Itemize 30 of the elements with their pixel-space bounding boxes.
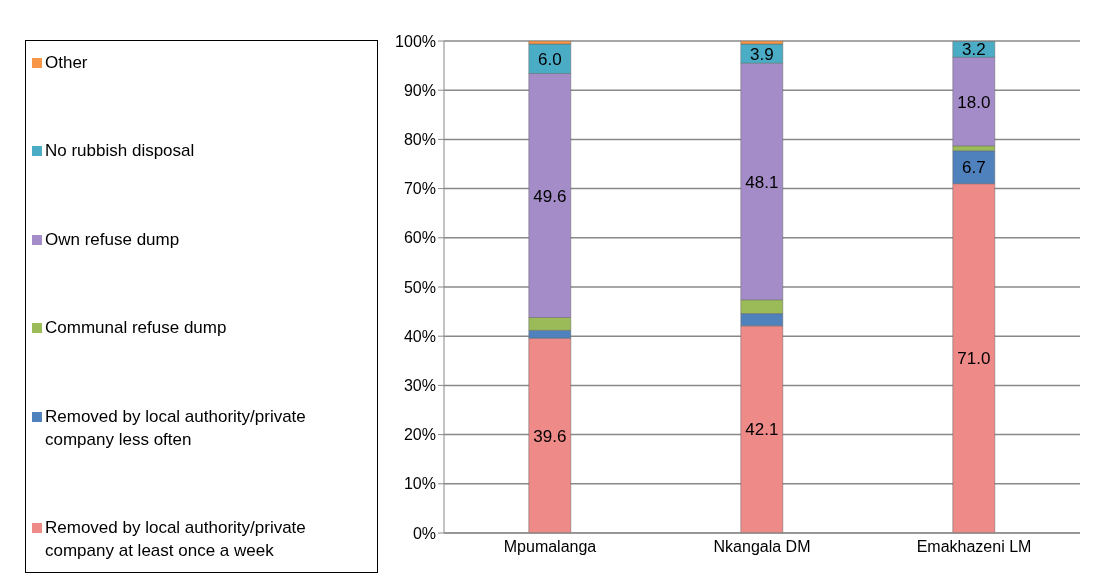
y-tick-label: 30%: [403, 377, 436, 395]
legend-label: Removed by local authority/private company less often: [45, 405, 307, 451]
x-tick-label: Emakhazeni LM: [916, 538, 1032, 556]
data-label: 49.6: [533, 186, 567, 206]
legend-label: No rubbish disposal: [45, 140, 196, 163]
data-label: 39.6: [533, 426, 567, 446]
data-label: 3.9: [749, 44, 774, 64]
data-label: 42.1: [745, 420, 779, 440]
x-tick-label: Nkangala DM: [713, 538, 811, 556]
y-tick-label: 80%: [403, 131, 436, 149]
x-tick-label: Mpumalanga: [503, 538, 597, 556]
legend-label: Removed by local authority/private company at least once a week: [45, 516, 307, 562]
data-label: 6.7: [961, 158, 986, 178]
y-tick-label: 100%: [395, 32, 436, 50]
data-label: 18.0: [957, 92, 991, 112]
y-tick-label: 40%: [403, 327, 436, 345]
legend-label: Other: [45, 52, 89, 74]
y-tick-label: 60%: [403, 229, 436, 247]
data-label: 48.1: [745, 172, 779, 192]
legend-label: Own refuse dump: [45, 228, 181, 251]
y-tick-label: 70%: [403, 180, 436, 198]
y-tick-label: 90%: [403, 81, 436, 99]
y-tick-label: 20%: [403, 426, 436, 444]
data-label: 71.0: [957, 349, 991, 369]
data-label: 3.2: [961, 40, 986, 60]
y-tick-label: 0%: [412, 524, 436, 542]
y-tick-label: 50%: [403, 278, 436, 296]
data-label: 6.0: [537, 49, 562, 69]
legend-label: Communal refuse dump: [45, 317, 228, 340]
y-tick-label: 10%: [403, 475, 436, 493]
